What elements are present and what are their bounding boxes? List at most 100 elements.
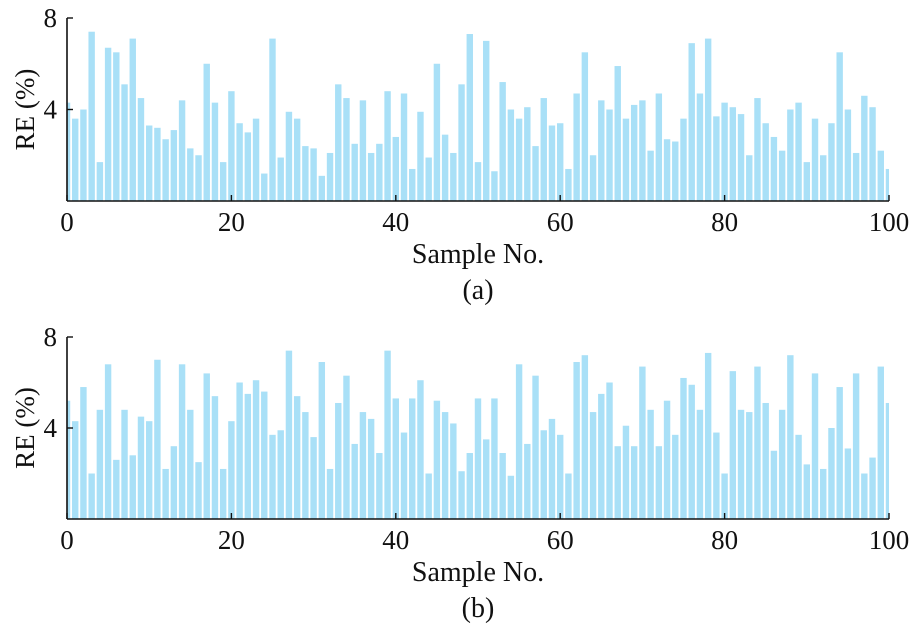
bar-a-71 xyxy=(647,150,654,201)
panel-a: 0 20 40 60 80 100 4 8 RE (%) Sample No. (a) xyxy=(10,3,909,306)
bar-a-59 xyxy=(548,125,556,201)
bar-a-3 xyxy=(88,31,95,201)
bar-a-93 xyxy=(828,123,835,201)
bar-b-75 xyxy=(680,377,687,519)
panel-label-b: (b) xyxy=(462,593,495,624)
bar-a-50 xyxy=(474,162,482,201)
bar-b-28 xyxy=(293,396,301,519)
bar-b-15 xyxy=(187,409,194,519)
bar-a-51 xyxy=(483,40,490,202)
bar-a-96 xyxy=(852,152,860,201)
bar-a-39 xyxy=(384,91,391,201)
bar-b-76 xyxy=(688,384,695,519)
bar-a-41 xyxy=(400,93,408,201)
bar-b-83 xyxy=(746,412,753,519)
x-tick-label-b-80: 80 xyxy=(711,525,738,555)
bar-a-61 xyxy=(565,168,572,201)
bar-b-82 xyxy=(737,409,745,519)
bar-b-72 xyxy=(655,446,663,519)
bar-a-54 xyxy=(507,109,515,201)
x-tick-label-b-20: 20 xyxy=(218,525,245,555)
bars-a xyxy=(67,31,889,202)
bar-a-95 xyxy=(844,109,852,201)
bar-b-81 xyxy=(729,371,737,520)
bar-b-18 xyxy=(211,396,219,519)
bar-b-45 xyxy=(433,400,441,519)
bar-b-14 xyxy=(178,364,186,519)
bar-b-6 xyxy=(113,459,120,519)
bar-b-34 xyxy=(343,375,350,519)
bar-b-7 xyxy=(121,409,128,519)
bar-b-68 xyxy=(622,425,630,519)
y-tick-label-a-8: 8 xyxy=(44,3,58,33)
bar-a-47 xyxy=(450,152,457,201)
bar-a-33 xyxy=(335,84,342,201)
bar-b-24 xyxy=(261,391,268,519)
bar-a-32 xyxy=(326,152,334,201)
bar-a-94 xyxy=(836,52,843,202)
bar-a-14 xyxy=(178,100,186,201)
bar-a-72 xyxy=(655,93,663,201)
bar-b-44 xyxy=(425,473,432,519)
y-axis-label-b: RE (%) xyxy=(10,387,40,469)
bar-a-48 xyxy=(458,84,465,201)
bar-a-92 xyxy=(820,155,827,201)
bar-b-23 xyxy=(252,380,260,519)
bar-b-40 xyxy=(392,398,399,519)
bar-a-21 xyxy=(236,123,243,201)
bar-a-16 xyxy=(195,155,202,201)
bar-a-68 xyxy=(622,118,630,201)
bar-b-77 xyxy=(696,409,704,519)
bar-a-81 xyxy=(729,107,737,201)
y-tick-label-b-4: 4 xyxy=(44,413,58,443)
bar-a-91 xyxy=(811,118,819,201)
bar-a-44 xyxy=(425,157,432,201)
bar-b-48 xyxy=(458,471,465,519)
bar-a-15 xyxy=(187,148,194,201)
bar-b-57 xyxy=(532,375,539,519)
bar-b-66 xyxy=(606,382,613,519)
bar-a-75 xyxy=(680,118,687,201)
bar-a-46 xyxy=(441,134,449,201)
bar-a-79 xyxy=(713,116,720,201)
bar-b-92 xyxy=(820,468,827,519)
bar-a-6 xyxy=(113,52,120,202)
bar-b-73 xyxy=(663,400,671,519)
bar-a-74 xyxy=(672,141,679,201)
bar-b-12 xyxy=(162,468,169,519)
bar-b-1 xyxy=(72,421,79,519)
x-tick-label-a-20: 20 xyxy=(218,207,245,237)
bar-a-22 xyxy=(244,132,252,202)
bar-a-99 xyxy=(877,150,884,201)
bar-a-40 xyxy=(392,136,399,201)
bar-b-21 xyxy=(236,382,243,519)
bar-b-47 xyxy=(450,423,457,519)
bar-b-4 xyxy=(96,409,104,519)
bar-a-13 xyxy=(170,130,178,201)
bar-b-13 xyxy=(170,446,178,519)
bar-b-20 xyxy=(228,421,235,519)
x-tick-label-a-0: 0 xyxy=(60,207,74,237)
bar-b-64 xyxy=(589,412,597,519)
bar-a-83 xyxy=(746,155,753,201)
bar-b-80 xyxy=(721,473,728,519)
bar-b-31 xyxy=(318,362,326,519)
bar-b-87 xyxy=(778,409,786,519)
bar-a-78 xyxy=(704,38,712,202)
bar-b-60 xyxy=(556,434,564,519)
y-tick-label-b-8: 8 xyxy=(44,322,58,352)
x-axis-label-b: Sample No. xyxy=(412,557,544,588)
bar-a-5 xyxy=(104,47,112,201)
bar-b-99 xyxy=(877,366,884,519)
bar-a-98 xyxy=(869,107,876,201)
bar-a-100 xyxy=(885,168,889,201)
bar-b-2 xyxy=(80,387,87,519)
bar-b-93 xyxy=(828,428,835,519)
bar-b-33 xyxy=(335,402,342,519)
bar-b-51 xyxy=(483,439,490,520)
bar-b-0 xyxy=(67,400,71,519)
bar-b-91 xyxy=(811,373,819,519)
x-tick-label-a-100: 100 xyxy=(869,207,910,237)
x-tick-label-a-60: 60 xyxy=(547,207,574,237)
bar-b-67 xyxy=(614,446,621,519)
